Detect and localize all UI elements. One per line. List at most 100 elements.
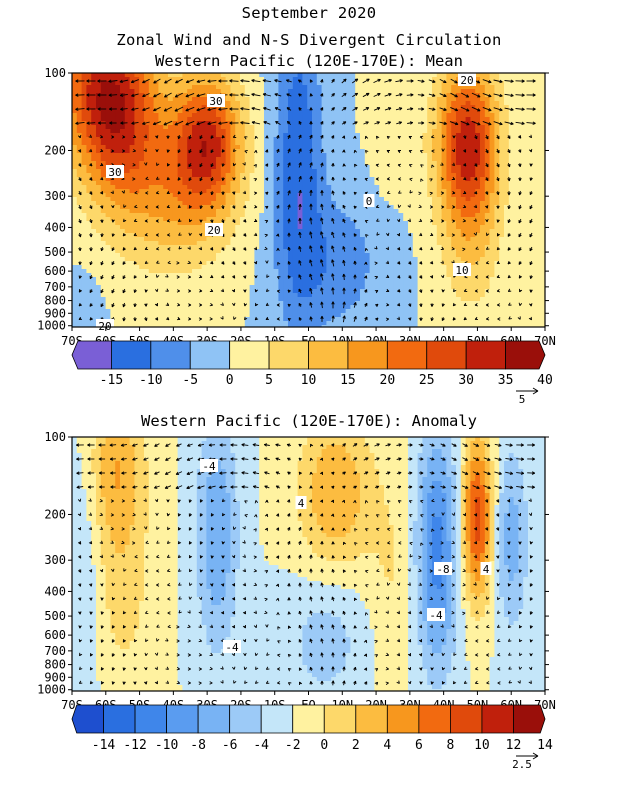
field-cell [422, 173, 428, 178]
field-cell [408, 185, 414, 190]
field-cell [163, 89, 169, 94]
field-cell [360, 221, 366, 226]
field-cell [480, 73, 486, 78]
field-cell [484, 153, 491, 158]
field-cell [144, 165, 150, 170]
field-cell [86, 173, 92, 178]
field-cell [537, 81, 543, 86]
field-cell [350, 237, 356, 242]
field-cell [297, 253, 303, 258]
field-cell [235, 149, 241, 154]
field-cell [403, 253, 409, 258]
field-cell [273, 85, 279, 90]
field-cell [321, 97, 327, 102]
field-cell [86, 197, 92, 202]
field-cell [489, 109, 495, 114]
field-cell [384, 181, 390, 186]
field-cell [120, 77, 126, 82]
field-cell [432, 221, 438, 226]
field-cell [96, 101, 102, 106]
field-cell [278, 257, 284, 262]
field-cell [499, 169, 505, 174]
field-cell [489, 233, 495, 238]
field-cell [475, 73, 481, 78]
field-cell [336, 105, 342, 110]
field-cell [398, 81, 404, 86]
field-cell [201, 249, 207, 254]
field-cell [264, 209, 270, 214]
field-cell [427, 213, 433, 218]
field-cell [268, 177, 275, 182]
field-cell [249, 209, 255, 214]
field-cell [374, 197, 380, 202]
field-cell [388, 89, 395, 94]
field-cell [124, 161, 131, 166]
field-cell [148, 125, 155, 130]
field-cell [172, 101, 179, 106]
field-cell [451, 105, 457, 110]
field-cell [355, 93, 361, 98]
field-cell [206, 137, 212, 142]
field-cell [408, 125, 414, 130]
field-cell [230, 77, 236, 82]
field-cell [336, 145, 342, 150]
field-cell [187, 145, 193, 150]
field-cell [422, 229, 428, 234]
field-cell [432, 185, 438, 190]
field-cell [158, 273, 164, 278]
field-cell [499, 145, 505, 150]
field-cell [475, 237, 481, 242]
field-cell [350, 161, 356, 166]
field-cell [417, 73, 423, 78]
field-cell [76, 97, 83, 102]
field-cell [412, 133, 419, 138]
field-cell [446, 257, 452, 262]
field-cell [398, 217, 404, 222]
field-cell [100, 145, 107, 150]
field-cell [528, 269, 534, 274]
field-cell [216, 157, 222, 162]
field-cell [196, 273, 203, 278]
field-cell [331, 157, 337, 162]
field-cell [153, 125, 159, 130]
field-cell [172, 173, 179, 178]
field-cell [220, 237, 227, 242]
field-cell [115, 201, 121, 206]
field-cell [369, 101, 375, 106]
field-cell [326, 93, 332, 98]
field-cell [384, 145, 390, 150]
field-cell [192, 157, 198, 162]
field-cell [307, 201, 313, 206]
field-cell [105, 185, 111, 190]
field-cell [225, 81, 231, 86]
field-cell [432, 213, 438, 218]
field-cell [427, 113, 433, 118]
field-cell [451, 157, 457, 162]
field-cell [451, 101, 457, 106]
field-cell [158, 101, 164, 106]
field-cell [360, 233, 366, 238]
field-cell [336, 101, 342, 106]
field-cell [312, 105, 318, 110]
field-cell [192, 249, 198, 254]
field-cell [465, 85, 471, 90]
field-cell [192, 261, 198, 266]
field-cell [292, 245, 299, 250]
field-cell [254, 237, 260, 242]
field-cell [148, 85, 155, 90]
field-cell [326, 81, 332, 86]
field-cell [268, 237, 275, 242]
field-cell [384, 241, 390, 246]
field-cell [417, 85, 423, 90]
field-cell [355, 253, 361, 258]
field-cell [288, 157, 294, 162]
field-cell [393, 157, 399, 162]
field-cell [264, 77, 270, 82]
field-cell [494, 249, 500, 254]
field-cell [355, 257, 361, 262]
field-cell [355, 109, 361, 114]
field-cell [192, 97, 198, 102]
field-cell [192, 105, 198, 110]
field-cell [264, 157, 270, 162]
field-cell [196, 117, 203, 122]
